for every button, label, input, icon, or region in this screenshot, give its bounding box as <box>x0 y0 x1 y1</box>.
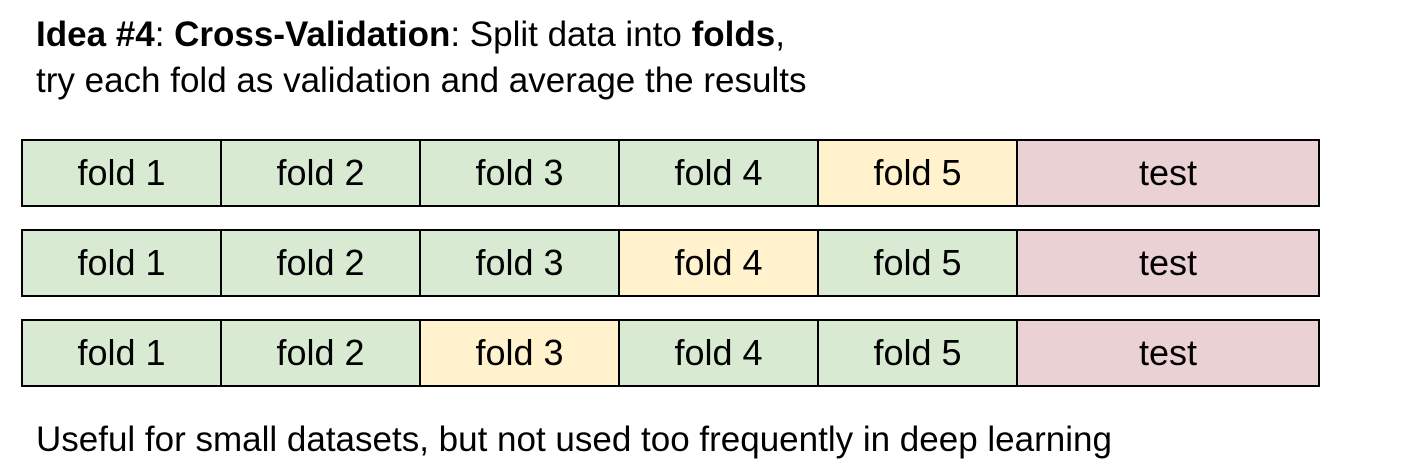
idea-label: Idea #4 <box>36 15 155 54</box>
fold-cell: fold 2 <box>220 229 421 297</box>
folds-word: folds <box>691 15 776 54</box>
fold-cell: fold 3 <box>419 229 620 297</box>
split-row-2: fold 1 fold 2 fold 3 fold 4 fold 5 test <box>21 229 1320 297</box>
fold-cell: fold 3 <box>419 139 620 207</box>
footer-note: Useful for small datasets, but not used … <box>36 420 1112 459</box>
validation-fold-cell: fold 5 <box>817 139 1018 207</box>
test-cell: test <box>1016 229 1320 297</box>
method-name: Cross-Validation <box>174 15 451 54</box>
fold-cell: fold 2 <box>220 139 421 207</box>
validation-fold-cell: fold 3 <box>419 319 620 387</box>
heading-separator: : <box>154 15 175 54</box>
test-cell: test <box>1016 139 1320 207</box>
fold-cell: fold 1 <box>21 319 222 387</box>
heading-line-2: try each fold as validation and average … <box>36 61 807 100</box>
fold-cell: fold 4 <box>618 319 819 387</box>
heading-line-1: Idea #4: Cross-Validation: Split data in… <box>36 12 806 58</box>
heading: Idea #4: Cross-Validation: Split data in… <box>36 12 806 104</box>
test-cell: test <box>1016 319 1320 387</box>
fold-cell: fold 5 <box>817 229 1018 297</box>
validation-fold-cell: fold 4 <box>618 229 819 297</box>
split-row-3: fold 1 fold 2 fold 3 fold 4 fold 5 test <box>21 319 1320 387</box>
heading-comma: , <box>775 15 785 54</box>
fold-cell: fold 5 <box>817 319 1018 387</box>
split-row-1: fold 1 fold 2 fold 3 fold 4 fold 5 test <box>21 139 1320 207</box>
fold-cell: fold 4 <box>618 139 819 207</box>
fold-cell: fold 2 <box>220 319 421 387</box>
fold-cell: fold 1 <box>21 229 222 297</box>
fold-cell: fold 1 <box>21 139 222 207</box>
heading-description: : Split data into <box>450 15 692 54</box>
fold-rows: fold 1 fold 2 fold 3 fold 4 fold 5 test … <box>21 139 1320 409</box>
